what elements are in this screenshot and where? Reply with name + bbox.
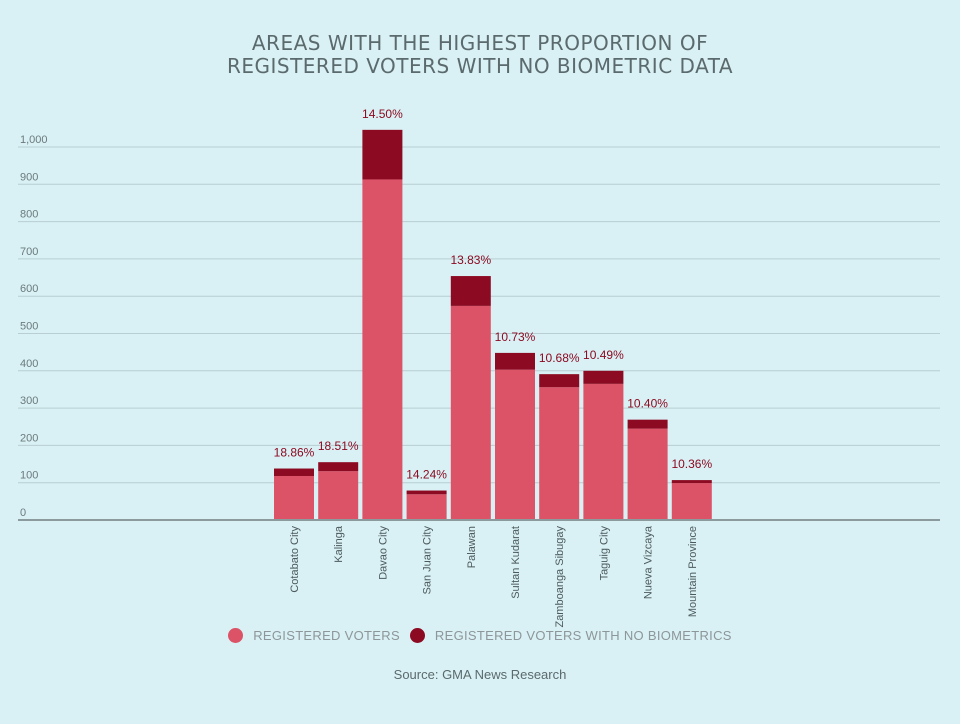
data-label: 10.68% <box>539 351 580 365</box>
y-tick-label: 900 <box>20 171 38 183</box>
bar-no-biometrics <box>539 374 580 388</box>
data-label: 13.83% <box>450 253 491 267</box>
y-tick-label: 300 <box>20 395 38 407</box>
bar-no-biometrics <box>406 490 447 495</box>
bar-no-biometrics <box>318 462 359 472</box>
y-tick-label: 600 <box>20 283 38 295</box>
x-tick-label: Nueva Vizcaya <box>643 525 655 599</box>
x-tick-label: Davao City <box>377 526 389 580</box>
x-tick-label: Taguig City <box>598 526 610 581</box>
bar-no-biometrics <box>274 468 314 476</box>
chart-title-line-1: AREAS WITH THE HIGHEST PROPORTION OF <box>251 31 709 55</box>
bar-registered-voters <box>318 471 359 520</box>
x-tick-label: Sultan Kudarat <box>510 526 522 599</box>
bar-registered-voters <box>406 494 447 520</box>
legend-label-no-biometrics: REGISTERED VOTERS WITH NO BIOMETRICS <box>434 628 732 643</box>
bar-no-biometrics <box>362 129 403 180</box>
chart-title-line-2: REGISTERED VOTERS WITH NO BIOMETRIC DATA <box>226 54 734 78</box>
y-tick-label: 200 <box>20 432 38 444</box>
source-note: Source: GMA News Research <box>393 667 567 682</box>
data-label: 10.49% <box>583 348 624 362</box>
y-tick-label: 700 <box>20 246 38 258</box>
y-tick-label: 1,000 <box>20 134 48 146</box>
bar-no-biometrics <box>627 419 668 429</box>
data-label: 14.50% <box>362 107 403 121</box>
data-label: 10.36% <box>671 457 712 471</box>
y-tick-label: 800 <box>20 209 38 221</box>
chart-legend: REGISTERED VOTERS REGISTERED VOTERS WITH… <box>0 628 960 643</box>
legend-label-registered: REGISTERED VOTERS <box>253 628 400 643</box>
bar-no-biometrics <box>671 480 712 484</box>
data-label: 14.24% <box>406 468 447 482</box>
x-tick-label: Mountain Province <box>687 526 699 617</box>
bar-registered-voters <box>274 475 314 520</box>
y-tick-label: 500 <box>20 321 38 333</box>
x-tick-label: Cotabato City <box>289 526 301 593</box>
data-label: 18.86% <box>274 446 315 460</box>
legend-item-no-biometrics: REGISTERED VOTERS WITH NO BIOMETRICS <box>409 628 732 643</box>
bar-no-biometrics <box>583 370 624 384</box>
x-tick-label: San Juan City <box>422 526 434 595</box>
bar-registered-voters <box>495 369 535 520</box>
y-tick-label: 0 <box>20 507 26 519</box>
bar-no-biometrics <box>495 352 535 370</box>
data-label: 10.73% <box>495 330 536 344</box>
chart-title: AREAS WITH THE HIGHEST PROPORTION OF REG… <box>0 32 960 78</box>
bar-registered-voters <box>583 383 624 520</box>
bar-registered-voters <box>539 387 580 520</box>
y-tick-label: 400 <box>20 358 38 370</box>
x-tick-label: Kalinga <box>333 525 345 563</box>
bar-registered-voters <box>362 179 403 521</box>
bar-registered-voters <box>671 483 712 520</box>
legend-swatch-no-biometrics <box>409 628 425 643</box>
data-label: 18.51% <box>318 439 359 453</box>
legend-swatch-registered <box>228 628 244 643</box>
bar-registered-voters <box>450 305 491 520</box>
x-tick-label: Zamboanga Sibugay <box>554 526 566 628</box>
bar-no-biometrics <box>450 276 491 306</box>
legend-item-registered: REGISTERED VOTERS <box>228 628 400 643</box>
y-tick-label: 100 <box>20 470 38 482</box>
data-label: 10.40% <box>627 397 668 411</box>
x-tick-label: Palawan <box>466 526 478 568</box>
bar-registered-voters <box>627 428 668 520</box>
